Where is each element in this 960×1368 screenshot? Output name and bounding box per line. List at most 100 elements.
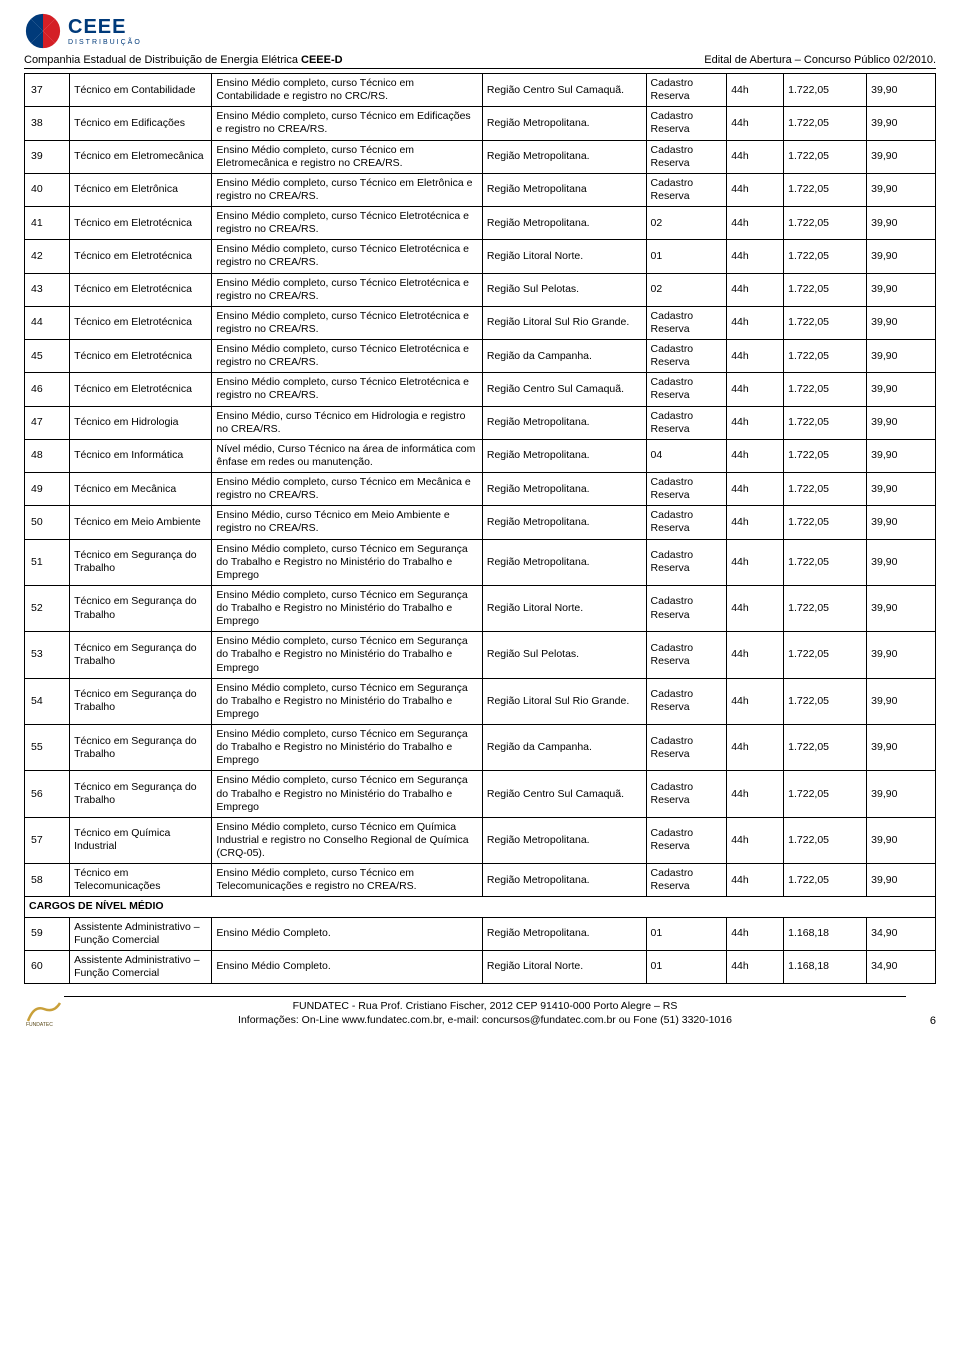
- table-row: 54Técnico em Segurança do TrabalhoEnsino…: [25, 678, 936, 724]
- table-row: 60Assistente Administrativo – Função Com…: [25, 950, 936, 983]
- vagas-cell: Cadastro Reserva: [646, 771, 727, 817]
- regiao-cell: Região Metropolitana.: [482, 473, 646, 506]
- salario-cell: 1.722,05: [784, 173, 867, 206]
- vagas-cell: Cadastro Reserva: [646, 506, 727, 539]
- row-number: 55: [25, 725, 70, 771]
- table-row: 53Técnico em Segurança do TrabalhoEnsino…: [25, 632, 936, 678]
- requisitos-cell: Ensino Médio completo, curso Técnico Ele…: [212, 373, 482, 406]
- salario-cell: 1.722,05: [784, 585, 867, 631]
- fundatec-logo-icon: FUNDATEC: [24, 997, 64, 1027]
- cargo-cell: Técnico em Eletrotécnica: [70, 373, 212, 406]
- vagas-cell: Cadastro Reserva: [646, 340, 727, 373]
- table-row: 48Técnico em InformáticaNível médio, Cur…: [25, 439, 936, 472]
- inscricao-cell: 39,90: [867, 506, 936, 539]
- header-left: Companhia Estadual de Distribuição de En…: [24, 54, 343, 66]
- row-number: 46: [25, 373, 70, 406]
- regiao-cell: Região Metropolitana.: [482, 439, 646, 472]
- inscricao-cell: 39,90: [867, 632, 936, 678]
- requisitos-cell: Ensino Médio completo, curso Técnico Ele…: [212, 207, 482, 240]
- table-row: 59Assistente Administrativo – Função Com…: [25, 917, 936, 950]
- salario-cell: 1.722,05: [784, 864, 867, 897]
- carga-horaria-cell: 44h: [727, 140, 784, 173]
- salario-cell: 1.722,05: [784, 678, 867, 724]
- cargo-cell: Técnico em Segurança do Trabalho: [70, 771, 212, 817]
- logo-brand: CEEE: [68, 17, 142, 37]
- cargo-cell: Técnico em Eletrotécnica: [70, 273, 212, 306]
- salario-cell: 1.722,05: [784, 817, 867, 863]
- table-row: 58Técnico em TelecomunicaçõesEnsino Médi…: [25, 864, 936, 897]
- carga-horaria-cell: 44h: [727, 585, 784, 631]
- carga-horaria-cell: 44h: [727, 864, 784, 897]
- requisitos-cell: Ensino Médio, curso Técnico em Hidrologi…: [212, 406, 482, 439]
- inscricao-cell: 39,90: [867, 678, 936, 724]
- salario-cell: 1.722,05: [784, 273, 867, 306]
- inscricao-cell: 39,90: [867, 406, 936, 439]
- vagas-cell: Cadastro Reserva: [646, 864, 727, 897]
- table-row: 50Técnico em Meio AmbienteEnsino Médio, …: [25, 506, 936, 539]
- header-left-bold: CEEE-D: [301, 54, 343, 66]
- salario-cell: 1.722,05: [784, 506, 867, 539]
- inscricao-cell: 39,90: [867, 273, 936, 306]
- row-number: 50: [25, 506, 70, 539]
- carga-horaria-cell: 44h: [727, 539, 784, 585]
- salario-cell: 1.722,05: [784, 632, 867, 678]
- vagas-cell: Cadastro Reserva: [646, 632, 727, 678]
- cargo-cell: Técnico em Química Industrial: [70, 817, 212, 863]
- cargo-cell: Técnico em Eletromecânica: [70, 140, 212, 173]
- carga-horaria-cell: 44h: [727, 107, 784, 140]
- table-row: 47Técnico em HidrologiaEnsino Médio, cur…: [25, 406, 936, 439]
- table-row: 49Técnico em MecânicaEnsino Médio comple…: [25, 473, 936, 506]
- requisitos-cell: Ensino Médio completo, curso Técnico em …: [212, 725, 482, 771]
- regiao-cell: Região Centro Sul Camaquã.: [482, 771, 646, 817]
- regiao-cell: Região Sul Pelotas.: [482, 632, 646, 678]
- regiao-cell: Região Centro Sul Camaquã.: [482, 373, 646, 406]
- cargo-cell: Técnico em Segurança do Trabalho: [70, 585, 212, 631]
- vagas-cell: Cadastro Reserva: [646, 817, 727, 863]
- regiao-cell: Região Centro Sul Camaquã.: [482, 74, 646, 107]
- regiao-cell: Região Metropolitana.: [482, 817, 646, 863]
- vagas-cell: Cadastro Reserva: [646, 539, 727, 585]
- requisitos-cell: Ensino Médio completo, curso Técnico em …: [212, 140, 482, 173]
- requisitos-cell: Ensino Médio completo, curso Técnico em …: [212, 107, 482, 140]
- row-number: 56: [25, 771, 70, 817]
- row-number: 57: [25, 817, 70, 863]
- inscricao-cell: 39,90: [867, 306, 936, 339]
- fundatec-logo-label: FUNDATEC: [26, 1022, 53, 1027]
- carga-horaria-cell: 44h: [727, 771, 784, 817]
- regiao-cell: Região Litoral Norte.: [482, 585, 646, 631]
- vagas-cell: Cadastro Reserva: [646, 306, 727, 339]
- table-row: 51Técnico em Segurança do TrabalhoEnsino…: [25, 539, 936, 585]
- requisitos-cell: Ensino Médio completo, curso Técnico Ele…: [212, 340, 482, 373]
- salario-cell: 1.722,05: [784, 373, 867, 406]
- carga-horaria-cell: 44h: [727, 340, 784, 373]
- requisitos-cell: Ensino Médio completo, curso Técnico em …: [212, 173, 482, 206]
- cargo-cell: Técnico em Contabilidade: [70, 74, 212, 107]
- requisitos-cell: Ensino Médio completo, curso Técnico em …: [212, 473, 482, 506]
- inscricao-cell: 39,90: [867, 207, 936, 240]
- inscricao-cell: 39,90: [867, 585, 936, 631]
- vagas-cell: Cadastro Reserva: [646, 74, 727, 107]
- inscricao-cell: 39,90: [867, 864, 936, 897]
- salario-cell: 1.168,18: [784, 917, 867, 950]
- salario-cell: 1.722,05: [784, 406, 867, 439]
- header-left-prefix: Companhia Estadual de Distribuição de En…: [24, 54, 301, 66]
- cargo-cell: Técnico em Mecânica: [70, 473, 212, 506]
- logo-text: CEEE DISTRIBUIÇÃO: [68, 17, 142, 46]
- cargo-cell: Técnico em Meio Ambiente: [70, 506, 212, 539]
- salario-cell: 1.722,05: [784, 306, 867, 339]
- carga-horaria-cell: 44h: [727, 273, 784, 306]
- row-number: 43: [25, 273, 70, 306]
- table-row: 45Técnico em EletrotécnicaEnsino Médio c…: [25, 340, 936, 373]
- requisitos-cell: Ensino Médio completo, curso Técnico Ele…: [212, 273, 482, 306]
- carga-horaria-cell: 44h: [727, 678, 784, 724]
- row-number: 58: [25, 864, 70, 897]
- row-number: 52: [25, 585, 70, 631]
- inscricao-cell: 39,90: [867, 107, 936, 140]
- inscricao-cell: 39,90: [867, 173, 936, 206]
- row-number: 59: [25, 917, 70, 950]
- inscricao-cell: 39,90: [867, 373, 936, 406]
- requisitos-cell: Ensino Médio completo, curso Técnico Ele…: [212, 240, 482, 273]
- cargo-cell: Técnico em Edificações: [70, 107, 212, 140]
- row-number: 48: [25, 439, 70, 472]
- cargo-cell: Técnico em Eletrônica: [70, 173, 212, 206]
